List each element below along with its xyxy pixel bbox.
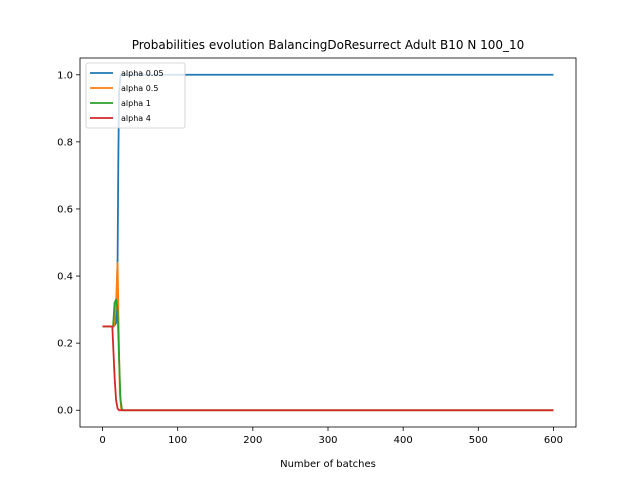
x-tick-label: 0 xyxy=(99,435,105,446)
x-tick-label: 500 xyxy=(469,435,488,446)
x-tick-label: 300 xyxy=(318,435,337,446)
legend-label-4: alpha 4 xyxy=(121,114,151,123)
x-tick-label: 400 xyxy=(394,435,413,446)
y-tick-label: 0.0 xyxy=(57,406,73,417)
y-tick-label: 0.6 xyxy=(57,204,73,215)
series-line-4 xyxy=(102,325,554,412)
y-tick-label: 1.0 xyxy=(57,70,73,81)
y-axis-ticks: 0.0 0.2 0.4 0.6 0.8 1.0 xyxy=(57,70,80,417)
x-axis-label: Number of batches xyxy=(280,459,376,470)
legend-label-1: alpha 0.05 xyxy=(121,69,164,78)
chart-title: Probabilities evolution BalancingDoResur… xyxy=(132,38,525,52)
x-tick-label: 200 xyxy=(243,435,262,446)
legend-label-3: alpha 1 xyxy=(121,99,151,108)
y-tick-label: 0.2 xyxy=(57,339,73,350)
legend-label-2: alpha 0.5 xyxy=(121,84,158,93)
legend: alpha 0.05 alpha 0.5 alpha 1 alpha 4 xyxy=(85,62,186,129)
y-tick-label: 0.8 xyxy=(57,137,73,148)
x-tick-label: 600 xyxy=(544,435,563,446)
y-tick-label: 0.4 xyxy=(57,272,73,283)
x-tick-label: 100 xyxy=(168,435,187,446)
legend-box xyxy=(85,62,186,129)
x-axis-ticks: 0 100 200 300 400 500 600 xyxy=(99,427,563,446)
